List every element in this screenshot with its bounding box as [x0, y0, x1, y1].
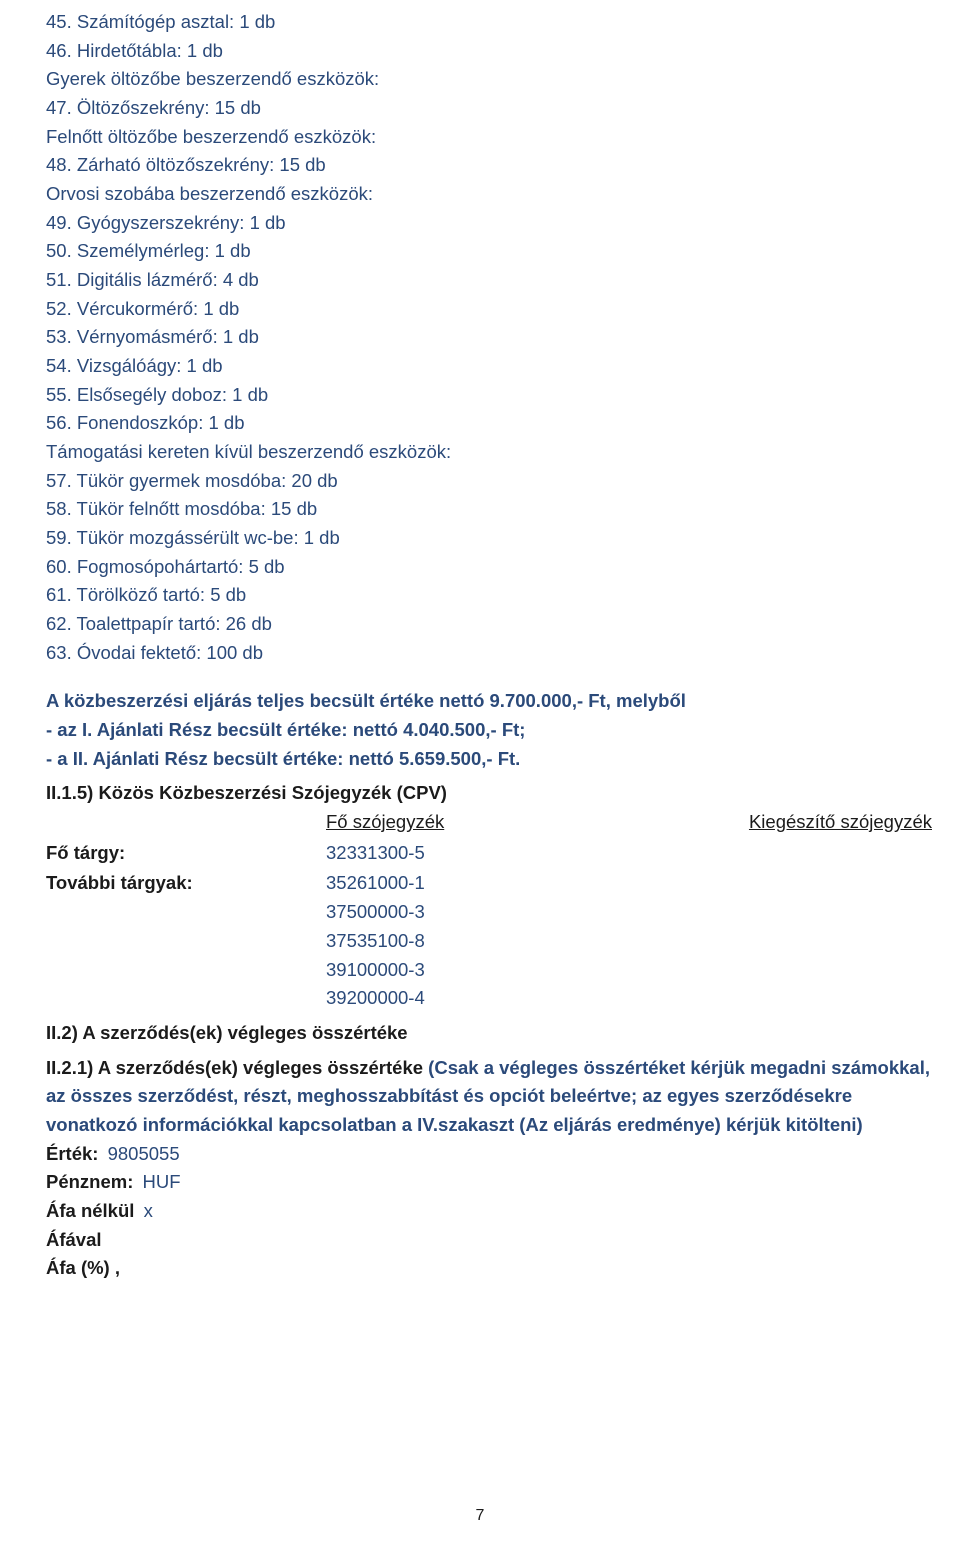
list-item: Felnőtt öltözőbe beszerzendő eszközök:: [46, 123, 932, 152]
cpv-main-subject-label: Fő tárgy:: [46, 839, 326, 868]
value-label: Érték:: [46, 1143, 98, 1164]
list-item: 55. Elsősegély doboz: 1 db: [46, 381, 932, 410]
page-number: 7: [0, 1504, 960, 1529]
currency-label: Pénznem:: [46, 1171, 133, 1192]
ii21-paragraph: II.2.1) A szerződés(ek) végleges összért…: [46, 1054, 932, 1140]
vat-with-label: Áfával: [46, 1226, 932, 1255]
list-item: 45. Számítógép asztal: 1 db: [46, 8, 932, 37]
vat-without-mark: x: [144, 1200, 153, 1221]
list-item: 46. Hirdetőtábla: 1 db: [46, 37, 932, 66]
vat-without-row: Áfa nélkül x: [46, 1197, 932, 1226]
cpv-code: 37535100-8: [326, 927, 606, 956]
list-item: Támogatási kereten kívül beszerzendő esz…: [46, 438, 932, 467]
summary-line: A közbeszerzési eljárás teljes becsült é…: [46, 687, 932, 716]
cpv-heading: II.1.5) Közös Közbeszerzési Szójegyzék (…: [46, 779, 932, 808]
list-item: 60. Fogmosópohártartó: 5 db: [46, 553, 932, 582]
list-item: 62. Toalettpapír tartó: 26 db: [46, 610, 932, 639]
cpv-main-code: 32331300-5: [326, 839, 606, 868]
cpv-main-subject-row: Fő tárgy: 32331300-5: [46, 839, 932, 868]
cpv-other-subjects-label: További tárgyak:: [46, 869, 326, 1012]
list-item: 52. Vércukormérő: 1 db: [46, 295, 932, 324]
list-item: 58. Tükör felnőtt mosdóba: 15 db: [46, 495, 932, 524]
list-item: 51. Digitális lázmérő: 4 db: [46, 266, 932, 295]
currency-row: Pénznem: HUF: [46, 1168, 932, 1197]
summary-line: - a II. Ajánlati Rész becsült értéke: ne…: [46, 745, 932, 774]
equipment-list: 45. Számítógép asztal: 1 db 46. Hirdetőt…: [46, 8, 932, 667]
currency-value: HUF: [143, 1171, 181, 1192]
list-item: 49. Gyógyszerszekrény: 1 db: [46, 209, 932, 238]
cpv-code: 37500000-3: [326, 898, 606, 927]
value-amount: 9805055: [108, 1143, 180, 1164]
list-item: 54. Vizsgálóágy: 1 db: [46, 352, 932, 381]
list-item: 59. Tükör mozgássérült wc-be: 1 db: [46, 524, 932, 553]
summary-line: - az I. Ajánlati Rész becsült értéke: ne…: [46, 716, 932, 745]
ii2-heading: II.2) A szerződés(ek) végleges összérték…: [46, 1019, 932, 1048]
list-item: 53. Vérnyomásmérő: 1 db: [46, 323, 932, 352]
vat-pct-label: Áfa (%) ,: [46, 1254, 932, 1283]
value-row: Érték: 9805055: [46, 1140, 932, 1169]
cpv-code: 39100000-3: [326, 956, 606, 985]
cpv-header-row: Fő szójegyzék Kiegészítő szójegyzék: [46, 808, 932, 837]
list-item: 56. Fonendoszkóp: 1 db: [46, 409, 932, 438]
list-item: 48. Zárható öltözőszekrény: 15 db: [46, 151, 932, 180]
list-item: 57. Tükör gyermek mosdóba: 20 db: [46, 467, 932, 496]
cpv-other-codes: 35261000-1 37500000-3 37535100-8 3910000…: [326, 869, 606, 1012]
list-item: Orvosi szobába beszerzendő eszközök:: [46, 180, 932, 209]
list-item: 63. Óvodai fektető: 100 db: [46, 639, 932, 668]
summary-block: A közbeszerzési eljárás teljes becsült é…: [46, 687, 932, 773]
ii21-lead: II.2.1) A szerződés(ek) végleges összért…: [46, 1057, 428, 1078]
list-item: 61. Törölköző tartó: 5 db: [46, 581, 932, 610]
cpv-supp-glossary-header: Kiegészítő szójegyzék: [606, 808, 932, 837]
list-item: Gyerek öltözőbe beszerzendő eszközök:: [46, 65, 932, 94]
list-item: 47. Öltözőszekrény: 15 db: [46, 94, 932, 123]
cpv-other-subjects-row: További tárgyak: 35261000-1 37500000-3 3…: [46, 869, 932, 1012]
cpv-code: 35261000-1: [326, 869, 606, 898]
vat-without-label: Áfa nélkül: [46, 1200, 134, 1221]
cpv-main-glossary-header: Fő szójegyzék: [326, 808, 606, 837]
cpv-code: 39200000-4: [326, 984, 606, 1013]
list-item: 50. Személymérleg: 1 db: [46, 237, 932, 266]
